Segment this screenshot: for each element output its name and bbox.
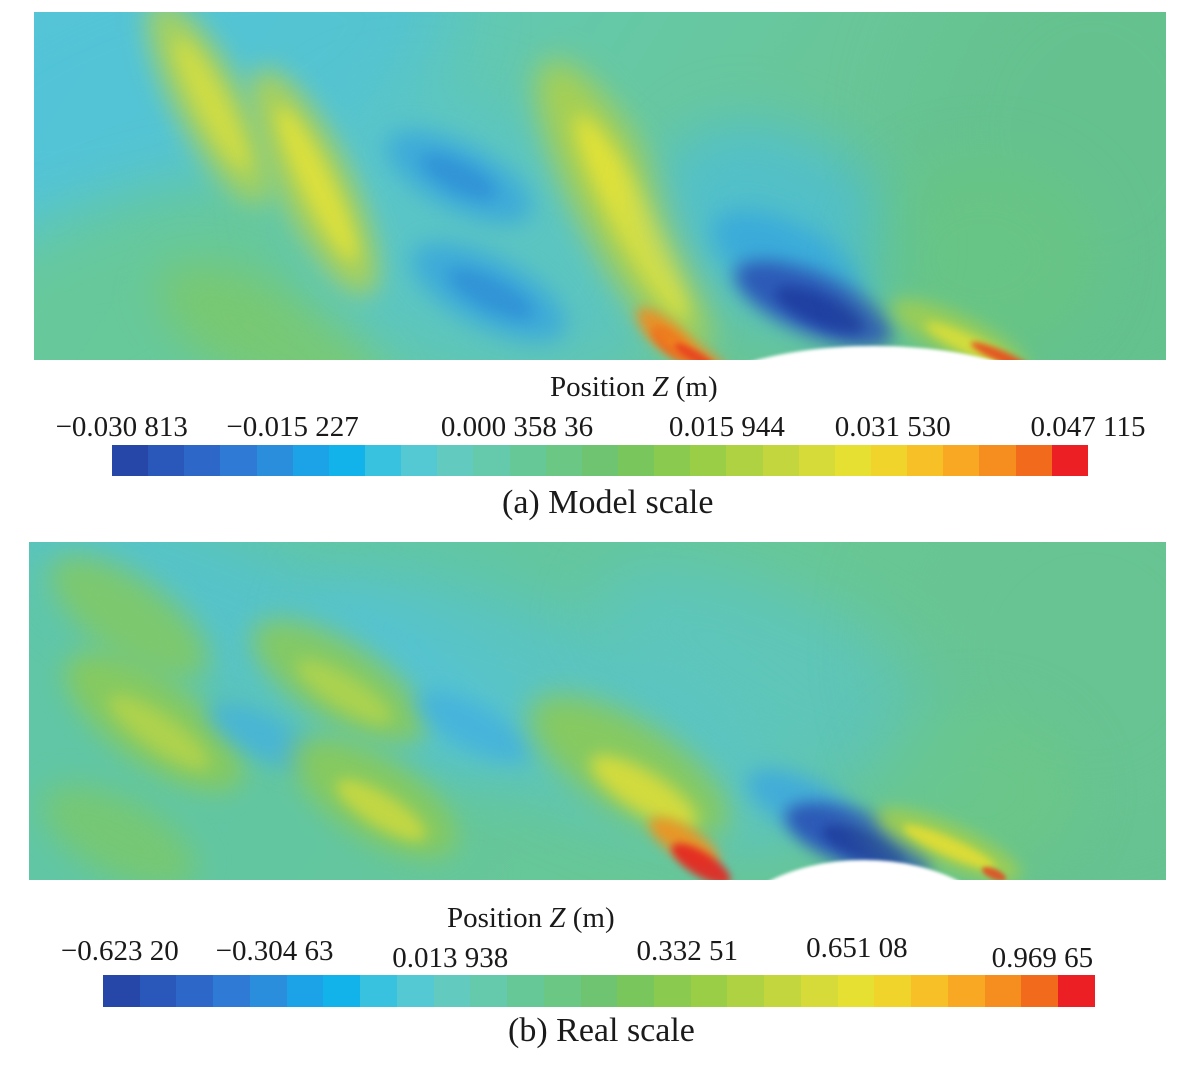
colorbar-cell [437,445,474,476]
colorbar-tick-label: −0.015 227 [226,411,359,443]
axis-title-prefix: Position [550,371,653,403]
colorbar-cell [176,975,214,1007]
colorbar-cell [328,445,365,476]
colorbar-cell [543,975,581,1007]
colorbar-cell [870,445,908,476]
colorbar-cell [654,975,691,1007]
contour-plot-model-scale [34,12,1166,360]
colorbar-tick-label: 0.031 530 [834,411,951,443]
colorbar-axis-title-b: Position Z (m) [447,902,615,935]
colorbar-cell [762,445,799,476]
colorbar-cell [286,975,324,1007]
colorbar-cell [292,445,329,476]
colorbar-cell [139,975,177,1007]
colorbar-cell [507,975,544,1007]
colorbar-tick-label: −0.304 63 [215,935,334,967]
colorbar-cell [360,975,397,1007]
colorbar-cell [364,445,402,476]
colorbar-real-scale [103,975,1095,1007]
colorbar-cell [1021,975,1059,1007]
colorbar-cell [654,445,691,476]
colorbar-cell [617,445,655,476]
colorbar-cell [473,445,510,476]
colorbar-cell [943,445,980,476]
colorbar-cell [727,975,765,1007]
colorbar-cell [213,975,250,1007]
colorbar-axis-title-a: Position Z (m) [550,371,718,404]
colorbar-cell [834,445,871,476]
colorbar-tick-labels-a: −0.030 813 −0.015 227 0.000 358 36 0.015 94… [56,411,1146,446]
subfigure-a-caption: (a) Model scale [502,484,714,521]
colorbar-cell [470,975,508,1007]
colorbar-cell [1015,445,1052,476]
colorbar-cell [112,445,149,476]
colorbar-cell [1058,975,1095,1007]
colorbar-cell [1051,445,1088,476]
colorbar-cell [911,975,948,1007]
colorbar-cell [581,445,618,476]
colorbar-cell [947,975,985,1007]
colorbar-cell [545,445,582,476]
axis-title-suffix: (m) [565,902,615,934]
colorbar-cell [984,975,1022,1007]
contour-plot-real-scale [29,542,1166,880]
colorbar-cell [837,975,875,1007]
colorbar-cell [690,445,727,476]
colorbar-tick-label: 0.969 65 [991,942,1094,974]
colorbar-cell [184,445,221,476]
subfigure-b-caption: (b) Real scale [508,1012,695,1049]
colorbar-cell [220,445,257,476]
colorbar-cell [580,975,618,1007]
colorbar-tick-label: 0.013 938 [392,942,509,974]
colorbar-tick-label: −0.623 20 [60,935,179,967]
colorbar-cell [907,445,944,476]
colorbar-cell [433,975,471,1007]
colorbar-cell [726,445,763,476]
colorbar-tick-label: 0.000 358 36 [440,411,594,443]
axis-title-variable: Z [549,902,566,934]
colorbar-cell [323,975,361,1007]
colorbar-cell [249,975,287,1007]
colorbar-cell [401,445,438,476]
colorbar-tick-label: −0.030 813 [55,411,188,443]
colorbar-cell [798,445,835,476]
colorbar-cell [617,975,655,1007]
colorbar-cell [764,975,801,1007]
axis-title-suffix: (m) [668,371,718,403]
colorbar-cell [256,445,293,476]
colorbar-tick-label: 0.332 51 [636,935,739,967]
colorbar-cell [396,975,434,1007]
colorbar-tick-label: 0.047 115 [1030,411,1146,443]
colorbar-model-scale [112,445,1088,476]
colorbar-cell [509,445,546,476]
colorbar-cell [103,975,140,1007]
colorbar-cell [874,975,912,1007]
colorbar-tick-label: 0.015 944 [668,411,785,443]
axis-title-variable: Z [652,371,669,403]
colorbar-cell [979,445,1016,476]
colorbar-cell [800,975,838,1007]
colorbar-cell [148,445,185,476]
axis-title-prefix: Position [447,902,550,934]
colorbar-cell [690,975,728,1007]
colorbar-tick-labels-b: −0.623 20 −0.304 63 0.013 938 0.332 51 0.651… [61,932,1095,974]
colorbar-tick-label: 0.651 08 [806,932,908,964]
